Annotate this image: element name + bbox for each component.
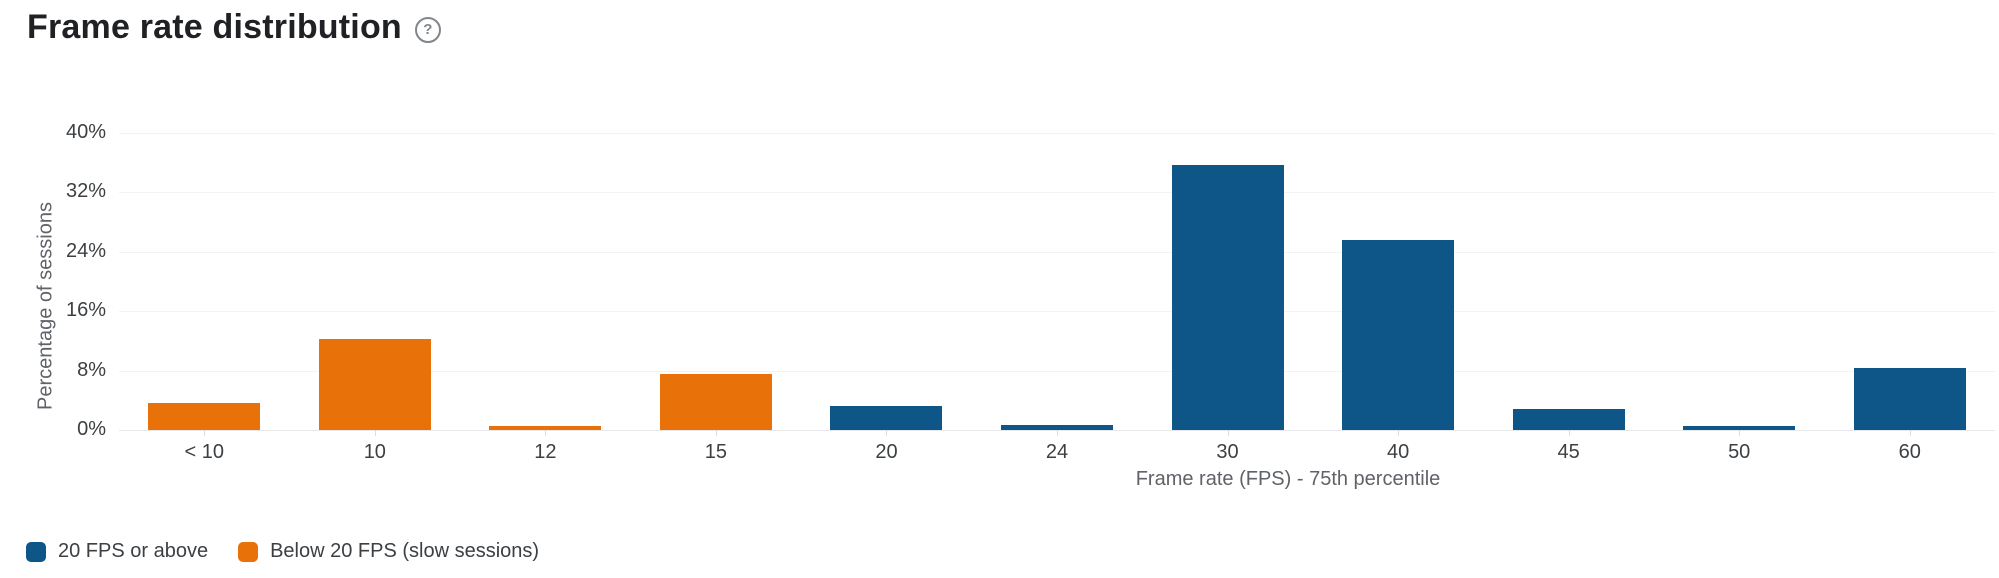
bar-10[interactable] (318, 338, 431, 430)
bar-50[interactable] (1683, 425, 1796, 430)
x-tick-mark (1739, 430, 1741, 436)
gridline-8% (119, 370, 1995, 372)
y-tick-label: 24% (65, 239, 106, 262)
x-tick-mark (1057, 430, 1058, 436)
x-tick-label: 24 (1045, 441, 1069, 463)
legend: 20 FPS or above Below 20 FPS (slow sessio… (26, 540, 539, 563)
x-tick-mark (374, 430, 376, 436)
chart-header: Frame rate distribution ? (27, 8, 441, 47)
y-tick-label: 32% (65, 180, 106, 203)
page-title: Frame rate distribution (27, 8, 402, 46)
x-tick-mark (1227, 430, 1229, 436)
gridline-40% (119, 133, 1995, 134)
category-column-45: 45 (1483, 133, 1654, 463)
y-tick-label: 0% (77, 418, 106, 440)
gridline-24% (119, 251, 1995, 253)
legend-item: Below 20 FPS (slow sessions) (238, 540, 539, 563)
x-tick-mark (1909, 430, 1911, 436)
x-tick-label: < 10 (184, 441, 225, 463)
bar-40[interactable] (1342, 239, 1455, 430)
category-column-15: 15 (631, 133, 802, 463)
y-tick-label: 16% (65, 299, 106, 322)
legend-label: Below 20 FPS (slow sessions) (270, 540, 540, 562)
gridline-16% (119, 311, 1995, 313)
x-tick-label: 60 (1898, 441, 1921, 463)
help-icon[interactable]: ? (414, 16, 441, 43)
x-tick-label: 20 (875, 441, 898, 463)
category-column-10: 10 (290, 133, 461, 463)
bar-15[interactable] (659, 374, 772, 430)
y-tick-label: 40% (65, 121, 106, 143)
category-column-50: 50 (1654, 133, 1825, 463)
category-column-10: < 10 (119, 133, 290, 463)
bar-45[interactable] (1512, 409, 1625, 430)
category-column-20: 20 (801, 133, 972, 463)
bar-12[interactable] (489, 425, 602, 430)
category-column-30: 30 (1142, 133, 1313, 463)
x-tick-label: 15 (704, 441, 728, 463)
plot-area: < 10 10 12 15 20 24 30 40 45 50 60 (119, 133, 1995, 463)
legend-swatch-icon (26, 541, 46, 562)
category-column-12: 12 (460, 133, 631, 463)
bar-60[interactable] (1853, 368, 1966, 430)
x-tick-label: 40 (1386, 441, 1410, 463)
bar-columns: < 10 10 12 15 20 24 30 40 45 50 60 (119, 133, 1995, 463)
x-tick-mark (715, 430, 717, 436)
y-tick-label: 8% (77, 358, 106, 381)
x-tick-label: 45 (1557, 441, 1580, 463)
x-tick-label: 10 (363, 441, 386, 463)
bar-10[interactable] (148, 403, 261, 430)
x-tick-mark (886, 430, 888, 436)
category-column-40: 40 (1313, 133, 1484, 463)
x-tick-label: 12 (534, 441, 557, 463)
x-tick-mark (1398, 430, 1400, 436)
legend-item: 20 FPS or above (26, 540, 208, 563)
bar-24[interactable] (1001, 424, 1113, 430)
x-axis-title: Frame rate (FPS) - 75th percentile (1135, 468, 1441, 490)
category-column-24: 24 (972, 133, 1143, 463)
category-column-60: 60 (1824, 133, 1995, 463)
bar-20[interactable] (830, 406, 943, 430)
gridline-32% (119, 192, 1995, 194)
legend-label: 20 FPS or above (58, 540, 209, 562)
bar-30[interactable] (1171, 164, 1284, 430)
x-tick-mark (204, 430, 206, 436)
legend-swatch-icon (238, 541, 259, 562)
x-tick-mark (1568, 430, 1570, 436)
x-tick-label: 50 (1728, 441, 1751, 463)
x-tick-mark (545, 430, 547, 436)
x-tick-label: 30 (1216, 441, 1239, 463)
